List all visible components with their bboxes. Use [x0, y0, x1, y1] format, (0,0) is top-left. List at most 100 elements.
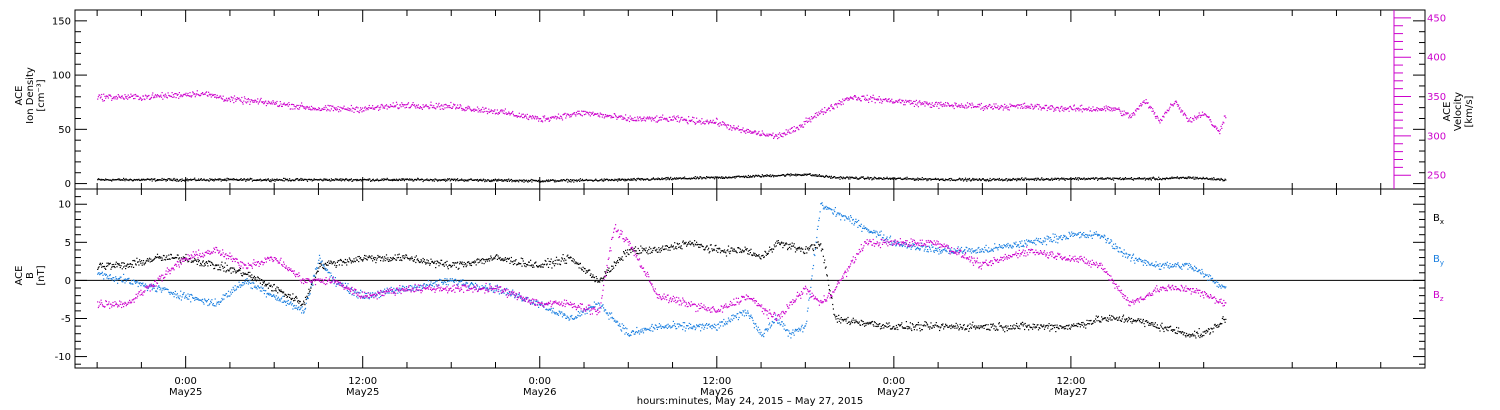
velocity-point — [343, 105, 345, 107]
b-field-axis-label: B — [25, 272, 36, 279]
velocity-point — [882, 98, 884, 100]
bx-point — [613, 267, 615, 269]
bx-point — [470, 264, 473, 267]
bx-point — [154, 257, 156, 259]
bx-point — [409, 259, 411, 261]
bx-point — [243, 273, 245, 275]
ion-density-point — [781, 174, 783, 176]
ion-density-point — [148, 179, 151, 181]
velocity-point — [549, 119, 551, 121]
velocity-point — [1023, 107, 1025, 109]
ion-density-point — [609, 179, 611, 181]
velocity-point — [221, 98, 223, 100]
bx-point — [197, 259, 199, 261]
velocity-point — [168, 94, 170, 96]
bx-point — [349, 258, 351, 260]
ion-density-point — [964, 179, 966, 181]
ion-density-point — [712, 176, 714, 178]
ion-density-point — [478, 179, 480, 182]
bx-point — [297, 301, 299, 303]
bx-point — [875, 323, 878, 325]
bx-point — [940, 326, 942, 328]
velocity-point — [260, 97, 262, 99]
velocity-point — [265, 100, 267, 102]
velocity-point — [664, 117, 666, 119]
ion-density-point — [731, 177, 733, 179]
ion-density-point — [390, 179, 392, 181]
velocity-point — [949, 105, 951, 107]
ion-density-point — [373, 179, 375, 182]
bx-point — [437, 260, 439, 263]
ion-density-point — [125, 178, 127, 180]
ion-density-point — [1219, 179, 1221, 181]
velocity-point — [719, 122, 722, 124]
bx-point — [310, 287, 312, 289]
bx-point — [623, 252, 625, 254]
bx-point — [288, 294, 290, 296]
ion-density-point — [763, 176, 765, 178]
velocity-point — [589, 111, 591, 113]
ion-density-point — [607, 178, 609, 180]
bx-point — [510, 260, 512, 262]
ion-density-point — [1069, 178, 1071, 180]
velocity-point — [759, 134, 761, 136]
bx-point — [519, 263, 521, 265]
ion-density-point — [696, 177, 698, 179]
bx-point — [402, 257, 404, 259]
bx-point — [323, 263, 325, 265]
ion-density-point — [1172, 177, 1174, 179]
ion-density-point — [719, 177, 722, 179]
bx-point — [812, 249, 815, 252]
bx-point — [275, 288, 277, 290]
velocity-point — [822, 113, 824, 115]
velocity-point — [1091, 110, 1093, 112]
top-left-y-tick-label: 50 — [58, 125, 71, 136]
bx-point — [614, 262, 616, 264]
velocity-point — [957, 105, 959, 107]
velocity-point — [492, 112, 494, 114]
velocity-point — [261, 101, 263, 103]
bx-point — [388, 259, 390, 261]
bx-point — [936, 325, 938, 327]
ion-density-point — [1045, 178, 1048, 180]
velocity-point — [1089, 110, 1091, 112]
velocity-point — [573, 112, 575, 114]
velocity-point — [1032, 108, 1034, 110]
bx-point — [702, 246, 704, 248]
bx-point — [107, 265, 109, 267]
velocity-point — [868, 101, 870, 103]
ion-density-point — [706, 176, 708, 178]
ion-density-point — [383, 178, 385, 180]
ion-density-point — [564, 180, 566, 182]
bx-point — [760, 258, 762, 260]
x-tick-date-label: May26 — [523, 387, 556, 398]
ion-density-point — [870, 177, 872, 179]
bx-point — [689, 240, 691, 242]
ion-density-point — [401, 178, 403, 180]
ion-density-point — [1194, 178, 1196, 180]
ion-density-point — [507, 179, 509, 181]
bx-point — [465, 263, 467, 265]
ion-density-point — [135, 179, 137, 181]
bx-point — [820, 250, 822, 252]
bx-point — [395, 259, 398, 261]
velocity-point — [1075, 110, 1077, 112]
ion-density-point — [334, 178, 336, 180]
velocity-point — [567, 113, 569, 115]
velocity-point — [264, 101, 266, 103]
velocity-point — [943, 103, 945, 105]
bx-point — [742, 250, 744, 252]
bx-point — [769, 249, 771, 251]
velocity-point — [1138, 108, 1140, 110]
bx-point — [324, 268, 326, 270]
velocity-point — [352, 107, 354, 110]
ion-density-point — [1119, 177, 1121, 179]
ion-density-point — [1136, 178, 1139, 180]
ion-density-point — [636, 178, 639, 180]
ion-density-point — [1137, 177, 1139, 179]
velocity-point — [137, 95, 139, 97]
ion-density-point — [767, 175, 769, 177]
ion-density-point — [601, 178, 603, 180]
ion-density-point — [97, 178, 99, 180]
bx-point — [632, 250, 634, 252]
